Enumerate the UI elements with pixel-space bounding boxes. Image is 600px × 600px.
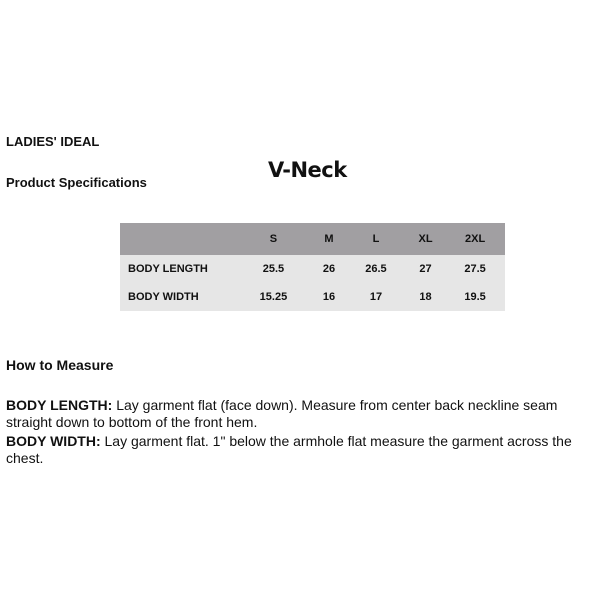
row-label: BODY LENGTH <box>128 263 208 275</box>
table-cell: 27 <box>419 263 432 275</box>
column-header: M <box>324 233 334 245</box>
column-header: XL <box>418 233 433 245</box>
product-specifications-heading: Product Specifications <box>6 175 147 190</box>
how-to-measure-heading: How to Measure <box>6 357 114 373</box>
term: BODY WIDTH: <box>6 433 101 449</box>
table-cell: 25.5 <box>262 263 285 275</box>
table-cell: 19.5 <box>464 291 486 303</box>
column-header: L <box>372 233 380 245</box>
brand-title: LADIES' IDEAL <box>6 134 100 149</box>
size-chart-table: S M L XL 2XL BODY LENGTH 25.5 26 26.5 27… <box>120 223 505 311</box>
table-row: BODY WIDTH 15.25 16 17 18 19.5 <box>120 283 505 311</box>
body-length-instruction: BODY LENGTH: Lay garment flat (face down… <box>6 397 600 431</box>
table-cell: 26 <box>322 263 336 275</box>
table-cell: 16 <box>322 291 336 303</box>
column-header: 2XL <box>464 233 486 245</box>
table-cell: 17 <box>369 291 383 303</box>
column-header <box>120 223 235 255</box>
table-cell: 27.5 <box>464 263 486 275</box>
column-header: S <box>269 233 278 245</box>
body-width-instruction: BODY WIDTH: Lay garment flat. 1" below t… <box>6 433 600 467</box>
term: BODY LENGTH: <box>6 397 113 413</box>
table-cell: 15.25 <box>259 291 288 303</box>
description: Lay garment flat. 1" below the armhole f… <box>6 433 572 466</box>
table-cell: 18 <box>419 291 432 303</box>
description: Lay garment flat (face down). Measure fr… <box>6 397 558 430</box>
style-name: V-Neck <box>268 158 347 182</box>
table-cell: 26.5 <box>365 263 387 275</box>
table-row: BODY LENGTH 25.5 26 26.5 27 27.5 <box>120 255 505 283</box>
row-label: BODY WIDTH <box>128 291 199 303</box>
table-header-row: S M L XL 2XL <box>120 223 505 255</box>
